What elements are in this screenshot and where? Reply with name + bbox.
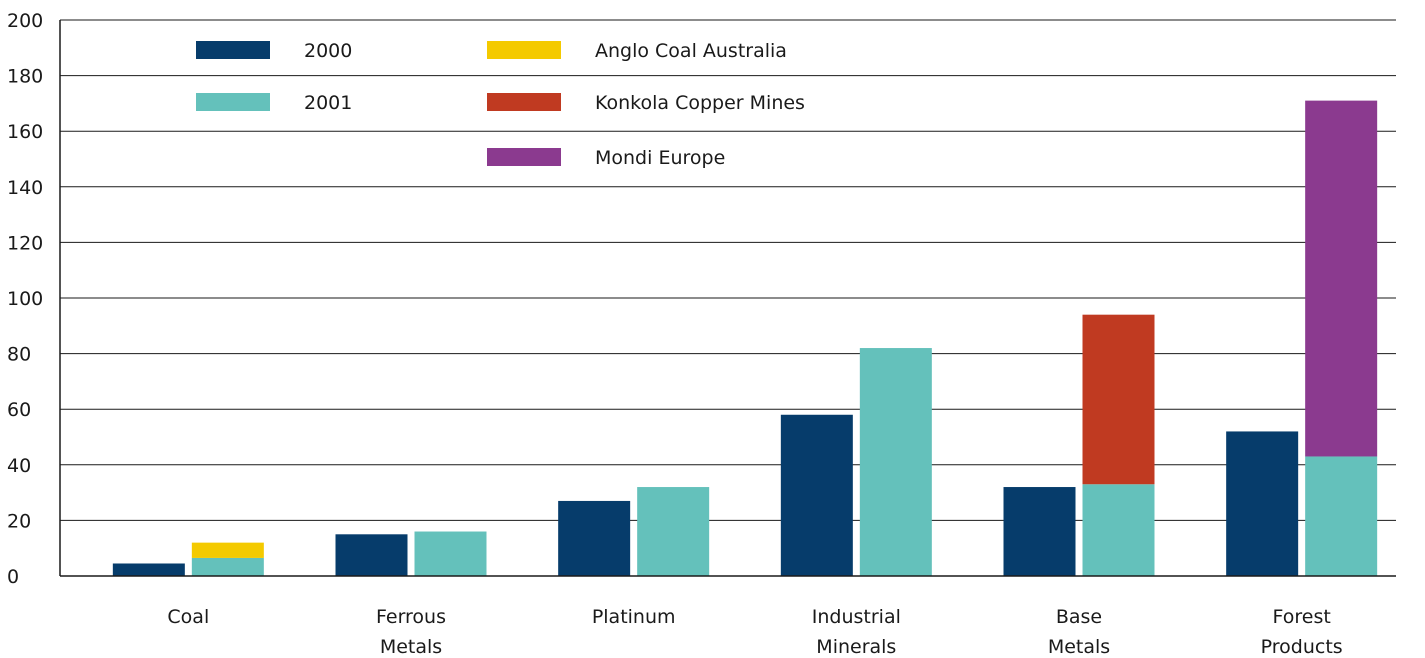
- legend-swatch: [487, 93, 561, 111]
- x-tick-label-line: Ferrous: [376, 606, 446, 628]
- y-tick-label: 140: [7, 177, 43, 199]
- legend-label: Anglo Coal Australia: [595, 40, 787, 62]
- bar-2000: [112, 563, 185, 576]
- legend-label: 2000: [304, 40, 352, 62]
- bar-2000: [335, 534, 408, 576]
- legend-swatch: [196, 41, 270, 59]
- bar-2001: [637, 487, 710, 576]
- y-tick-label: 100: [7, 288, 43, 310]
- x-tick-label-line: Base: [1056, 606, 1102, 628]
- y-tick-label: 40: [7, 455, 31, 477]
- y-tick-label: 60: [7, 399, 31, 421]
- x-tick-label-line: Platinum: [592, 606, 676, 628]
- bar-2001: [859, 348, 932, 576]
- x-tick-label-line: Products: [1261, 636, 1343, 658]
- bar-2001: [191, 557, 264, 576]
- legend-label: 2001: [304, 92, 352, 114]
- bar-acquisition: [191, 542, 264, 558]
- bar-2001: [1305, 456, 1378, 576]
- gridlines: [60, 19, 1396, 521]
- x-tick-label: Base Metals: [1048, 606, 1110, 658]
- bar-2000: [780, 414, 853, 576]
- bar-2001: [1082, 484, 1155, 576]
- y-tick-label: 180: [7, 66, 43, 88]
- bar-2001: [414, 531, 487, 576]
- y-tick-label: 120: [7, 232, 43, 254]
- axes: 0 20 40 60 80 100 120 140 160 180 200 Coal Ferrous Me…: [7, 10, 1396, 658]
- y-tick-label: 160: [7, 121, 43, 143]
- legend-swatch: [487, 148, 561, 166]
- y-tick-label: 200: [7, 10, 43, 32]
- x-tick-label-line: Coal: [167, 606, 209, 628]
- y-tick-label: 0: [7, 566, 19, 588]
- bar-2000: [1003, 487, 1076, 576]
- legend-label: Konkola Copper Mines: [595, 92, 805, 114]
- legend-swatch: [487, 41, 561, 59]
- bar-2000: [558, 500, 631, 576]
- x-tick-label-line: Forest: [1273, 606, 1331, 628]
- bar-acquisition: [1082, 314, 1155, 485]
- x-tick-label-line: Metals: [380, 636, 442, 658]
- legend-swatch: [196, 93, 270, 111]
- x-tick-label-line: Metals: [1048, 636, 1110, 658]
- x-tick-label-line: Minerals: [816, 636, 896, 658]
- legend: 2000 2001 Anglo Coal Australia Konkola Copp…: [196, 40, 805, 169]
- x-tick-label: Ferrous Metals: [376, 606, 446, 658]
- x-tick-label: Industrial Minerals: [812, 606, 901, 658]
- bar-2000: [1226, 431, 1299, 576]
- x-tick-label-line: Industrial: [812, 606, 901, 628]
- bars: [112, 100, 1378, 576]
- x-tick-label: Forest Products: [1261, 606, 1343, 658]
- x-tick-label: Coal: [167, 606, 209, 628]
- y-tick-label: 80: [7, 344, 31, 366]
- y-tick-label: 20: [7, 510, 31, 532]
- x-tick-label: Platinum: [592, 606, 676, 628]
- bar-acquisition: [1305, 100, 1378, 457]
- legend-label: Mondi Europe: [595, 147, 725, 169]
